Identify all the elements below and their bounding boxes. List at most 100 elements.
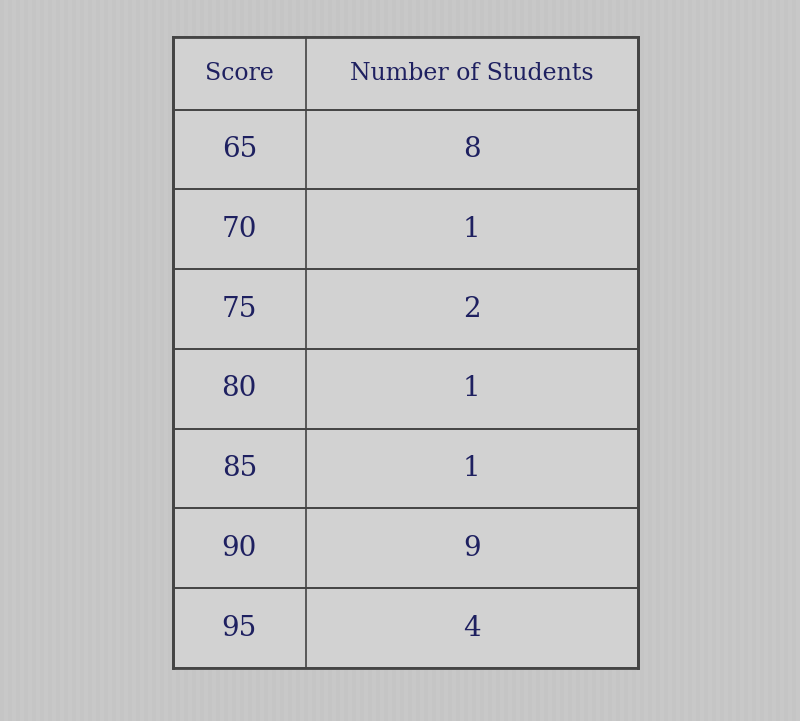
Bar [306, 269, 638, 349]
Bar [584, 0, 588, 721]
Bar [728, 0, 732, 721]
Bar [680, 0, 684, 721]
Bar [440, 0, 444, 721]
Bar [288, 0, 292, 721]
Bar [216, 0, 220, 721]
Bar [16, 0, 20, 721]
Bar [306, 349, 638, 429]
Bar [376, 0, 380, 721]
Bar [320, 0, 324, 721]
Text: 70: 70 [222, 216, 257, 243]
Bar [656, 0, 660, 721]
Bar [152, 0, 156, 721]
Bar [224, 0, 228, 721]
Bar [560, 0, 564, 721]
Bar [696, 0, 700, 721]
Bar [336, 0, 340, 721]
Bar [424, 0, 428, 721]
Bar [96, 0, 100, 721]
Bar [104, 0, 108, 721]
Bar [48, 0, 52, 721]
Text: 1: 1 [463, 216, 481, 243]
Bar [472, 0, 476, 721]
Bar [306, 429, 638, 508]
Bar [536, 0, 540, 721]
Bar [173, 508, 306, 588]
Bar [744, 0, 748, 721]
Bar [200, 0, 204, 721]
Bar [173, 37, 306, 110]
Bar [56, 0, 60, 721]
Bar [520, 0, 524, 721]
Bar [344, 0, 348, 721]
Bar [368, 0, 372, 721]
Bar [208, 0, 212, 721]
Bar [173, 110, 306, 190]
Bar [173, 269, 306, 349]
Bar [600, 0, 604, 721]
Bar [544, 0, 548, 721]
Text: 75: 75 [222, 296, 257, 322]
Bar [136, 0, 140, 721]
Bar [384, 0, 388, 721]
Bar [592, 0, 596, 721]
Text: 80: 80 [222, 376, 257, 402]
Bar [608, 0, 612, 721]
Bar [280, 0, 284, 721]
Bar [784, 0, 788, 721]
Bar [400, 0, 404, 721]
Bar [240, 0, 244, 721]
Bar [176, 0, 180, 721]
Bar [464, 0, 468, 721]
Text: 1: 1 [463, 376, 481, 402]
Text: 65: 65 [222, 136, 257, 163]
Bar [8, 0, 12, 721]
Bar [528, 0, 532, 721]
Bar [168, 0, 172, 721]
Bar [24, 0, 28, 721]
Bar [306, 588, 638, 668]
Bar [0, 0, 4, 721]
Bar [144, 0, 148, 721]
Bar [306, 190, 638, 269]
Bar [128, 0, 132, 721]
Bar [632, 0, 636, 721]
Bar [272, 0, 276, 721]
Bar [40, 0, 44, 721]
Bar [496, 0, 500, 721]
Bar [392, 0, 396, 721]
Bar [184, 0, 188, 721]
Text: 90: 90 [222, 535, 257, 562]
Bar [64, 0, 68, 721]
Bar [408, 0, 412, 721]
Text: 85: 85 [222, 455, 257, 482]
Bar [504, 0, 508, 721]
Bar [648, 0, 652, 721]
Bar [306, 37, 638, 110]
Bar [792, 0, 796, 721]
Text: 4: 4 [463, 614, 481, 642]
Bar [173, 429, 306, 508]
Bar [624, 0, 628, 721]
Bar [456, 0, 460, 721]
Bar [173, 588, 306, 668]
Bar [640, 0, 644, 721]
Bar [720, 0, 724, 721]
Bar [173, 37, 638, 668]
Bar [752, 0, 756, 721]
Bar [416, 0, 420, 721]
Bar [664, 0, 668, 721]
Bar [712, 0, 716, 721]
Bar [552, 0, 556, 721]
Bar [512, 0, 516, 721]
Text: 8: 8 [463, 136, 481, 163]
Bar [80, 0, 84, 721]
Text: Score: Score [205, 62, 274, 85]
Bar [704, 0, 708, 721]
Text: 2: 2 [463, 296, 481, 322]
Bar [312, 0, 316, 721]
Bar [304, 0, 308, 721]
Bar [488, 0, 492, 721]
Bar [760, 0, 764, 721]
Text: 9: 9 [463, 535, 481, 562]
